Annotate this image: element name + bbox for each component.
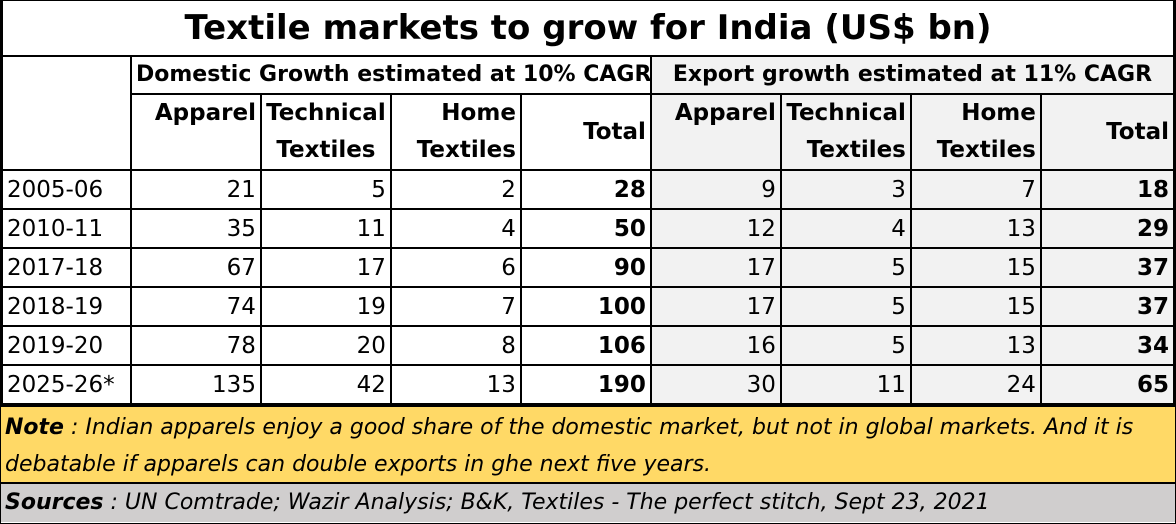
cell-d-apparel: 135 [129, 364, 262, 405]
col-label-line: Technical [266, 100, 386, 126]
cell-d-total: 28 [519, 169, 652, 210]
cell-e-home: 15 [909, 286, 1042, 327]
cell-e-apparel: 12 [649, 208, 782, 249]
cell-d-total: 190 [519, 364, 652, 405]
cell-d-apparel: 67 [129, 247, 262, 288]
note-text: : Indian apparels enjoy a good share of … [5, 415, 1134, 477]
cell-d-total: 106 [519, 325, 652, 366]
cell-e-total: 37 [1039, 286, 1176, 327]
col-label-line: Technical [786, 100, 906, 126]
cell-e-apparel: 30 [649, 364, 782, 405]
table-row: 2005-06 21 5 2 28 9 3 7 18 [1, 169, 1176, 210]
header-corner [1, 55, 132, 171]
col-label-line: Textiles [936, 137, 1036, 163]
cell-e-home: 7 [909, 169, 1042, 210]
cell-d-technical: 19 [259, 286, 392, 327]
cell-e-technical: 5 [779, 286, 912, 327]
cell-e-technical: 11 [779, 364, 912, 405]
cell-d-apparel: 21 [129, 169, 262, 210]
sources-label: Sources [5, 490, 104, 515]
cell-year: 2010-11 [1, 208, 132, 249]
domestic-group-header: Domestic Growth estimated at 10% CAGR [129, 55, 652, 95]
sources-box: Sources : UN Comtrade; Wazir Analysis; B… [1, 482, 1175, 522]
cell-d-home: 13 [389, 364, 522, 405]
cell-e-total: 34 [1039, 325, 1176, 366]
table-title: Textile markets to grow for India (US$ b… [1, 1, 1175, 57]
cell-d-total: 100 [519, 286, 652, 327]
cell-d-home: 8 [389, 325, 522, 366]
note-label: Note [5, 415, 64, 440]
table-row: 2019-20 78 20 8 106 16 5 13 34 [1, 325, 1176, 366]
cell-year: 2025-26* [1, 364, 132, 405]
cell-year: 2017-18 [1, 247, 132, 288]
cell-year: 2019-20 [1, 325, 132, 366]
cell-d-technical: 42 [259, 364, 392, 405]
cell-d-technical: 11 [259, 208, 392, 249]
cell-e-home: 13 [909, 325, 1042, 366]
cell-year: 2005-06 [1, 169, 132, 210]
cell-d-apparel: 78 [129, 325, 262, 366]
cell-d-apparel: 74 [129, 286, 262, 327]
col-domestic-total: Total [519, 93, 652, 171]
cell-e-home: 24 [909, 364, 1042, 405]
cell-d-home: 2 [389, 169, 522, 210]
col-label-line: Home [961, 100, 1036, 126]
cell-e-apparel: 9 [649, 169, 782, 210]
cell-d-technical: 20 [259, 325, 392, 366]
sources-text: : UN Comtrade; Wazir Analysis; B&K, Text… [103, 490, 990, 515]
table-row: 2017-18 67 17 6 90 17 5 15 37 [1, 247, 1176, 288]
cell-d-home: 7 [389, 286, 522, 327]
col-domestic-technical: Technical Textiles [259, 93, 392, 171]
cell-e-technical: 5 [779, 325, 912, 366]
table-row: 2018-19 74 19 7 100 17 5 15 37 [1, 286, 1176, 327]
cell-e-technical: 4 [779, 208, 912, 249]
table-row: 2025-26* 135 42 13 190 30 11 24 65 [1, 364, 1176, 405]
cell-e-home: 15 [909, 247, 1042, 288]
col-export-apparel: Apparel [649, 93, 782, 171]
cell-e-apparel: 16 [649, 325, 782, 366]
table-row: 2010-11 35 11 4 50 12 4 13 29 [1, 208, 1176, 249]
cell-d-home: 6 [389, 247, 522, 288]
column-header-row: Apparel Technical Textiles Home Textiles… [2, 93, 1176, 171]
cell-e-total: 29 [1039, 208, 1176, 249]
cell-e-total: 18 [1039, 169, 1176, 210]
col-domestic-home: Home Textiles [389, 93, 522, 171]
cell-e-home: 13 [909, 208, 1042, 249]
cell-d-total: 90 [519, 247, 652, 288]
col-label-line: Textiles [806, 137, 906, 163]
col-export-technical: Technical Textiles [779, 93, 912, 171]
cell-year: 2018-19 [1, 286, 132, 327]
col-label-line: Textiles [416, 137, 516, 163]
cell-e-apparel: 17 [649, 247, 782, 288]
cell-d-apparel: 35 [129, 208, 262, 249]
col-domestic-apparel: Apparel [129, 93, 262, 171]
col-export-total: Total [1039, 93, 1176, 171]
col-label-line: Home [441, 100, 516, 126]
export-group-header: Export growth estimated at 11% CAGR [649, 55, 1176, 95]
cell-d-technical: 17 [259, 247, 392, 288]
cell-e-technical: 3 [779, 169, 912, 210]
cell-e-total: 37 [1039, 247, 1176, 288]
cell-d-technical: 5 [259, 169, 392, 210]
col-export-home: Home Textiles [909, 93, 1042, 171]
cell-e-technical: 5 [779, 247, 912, 288]
col-label-line: Textiles [276, 137, 376, 163]
table-body: 2005-06 21 5 2 28 9 3 7 18 2010-11 35 11 4 50 12 4 13 29 2… [1, 169, 1176, 405]
cell-d-total: 50 [519, 208, 652, 249]
cell-e-apparel: 17 [649, 286, 782, 327]
textile-market-table: Textile markets to grow for India (US$ b… [1, 1, 1176, 405]
note-box: Note : Indian apparels enjoy a good shar… [1, 405, 1175, 482]
cell-e-total: 65 [1039, 364, 1176, 405]
cell-d-home: 4 [389, 208, 522, 249]
